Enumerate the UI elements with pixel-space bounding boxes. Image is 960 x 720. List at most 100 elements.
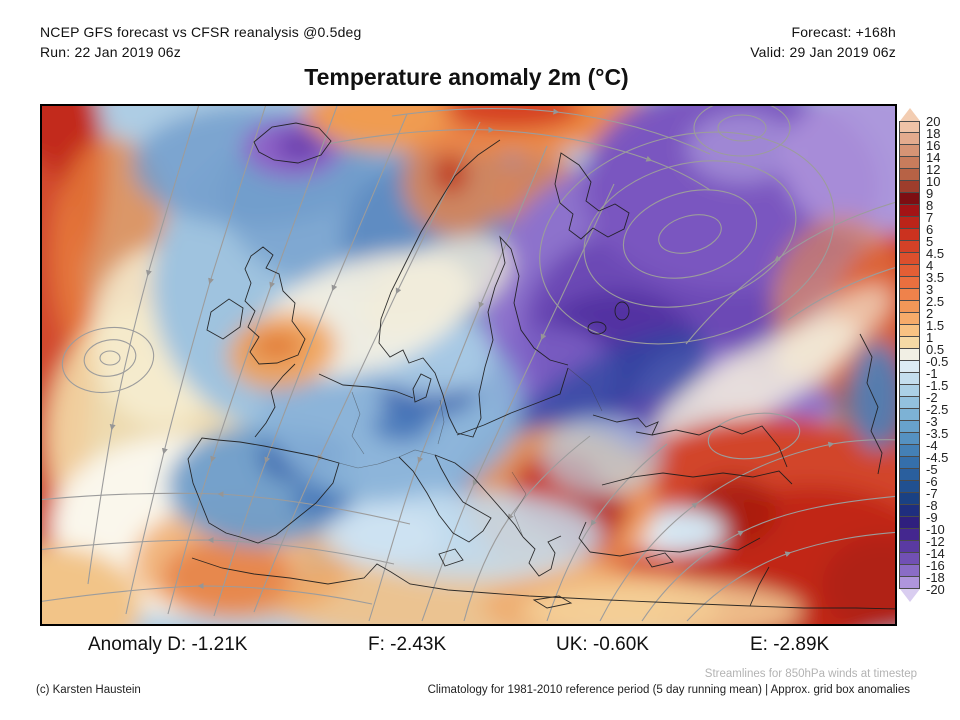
page-title: Temperature anomaly 2m (°C) [304, 64, 629, 90]
colorbar-tick-label: -14 [926, 546, 945, 561]
colorbar-tick-label: 6 [926, 222, 934, 237]
colorbar-box [899, 157, 920, 169]
colorbar-tick-label: -12 [926, 534, 945, 549]
streamline-note: Streamlines for 850hPa winds at timestep [704, 668, 917, 680]
colorbar-box [899, 541, 920, 553]
colorbar-tick-label: 9 [926, 186, 934, 201]
map-canvas [42, 106, 895, 624]
colorbar-box [899, 301, 920, 313]
colorbar-stack [899, 108, 920, 602]
colorbar-box [899, 349, 920, 361]
colorbar-box [899, 457, 920, 469]
anomaly-uk: UK: -0.60K [556, 634, 649, 655]
colorbar-tick-label: -7 [926, 486, 938, 501]
colorbar-tick-label: -1.5 [926, 378, 949, 393]
colorbar-tick-label: -2 [926, 390, 938, 405]
coastlines [187, 122, 895, 610]
colorbar-box [899, 121, 920, 133]
colorbar-tick-label: -9 [926, 510, 938, 525]
colorbar-tick-label: -3 [926, 414, 938, 429]
colorbar-tick-label: -20 [926, 582, 945, 597]
header-left: NCEP GFS forecast vs CFSR reanalysis @0.… [40, 22, 362, 62]
colorbar-box [899, 505, 920, 517]
colorbar-tick-label: -16 [926, 558, 945, 573]
colorbar-box [899, 277, 920, 289]
valid-line: Valid: 29 Jan 2019 06z [750, 44, 896, 60]
colorbar-tick-label: 7 [926, 210, 934, 225]
colorbar-tick-label: 1 [926, 330, 934, 345]
streamlines [42, 106, 895, 622]
colorbar-box [899, 181, 920, 193]
country-borders [338, 367, 603, 538]
colorbar-box [899, 373, 920, 385]
colorbar-tick-label: 0.5 [926, 342, 945, 357]
colorbar-box [899, 229, 920, 241]
colorbar-tick-label: 3 [926, 282, 934, 297]
colorbar-tick-label: -0.5 [926, 354, 949, 369]
colorbar-box [899, 529, 920, 541]
colorbar-box [899, 577, 920, 589]
colorbar-tick-label: 8 [926, 198, 934, 213]
colorbar-box [899, 493, 920, 505]
colorbar-box [899, 565, 920, 577]
colorbar-tick-label: 4 [926, 258, 934, 273]
colorbar-arrow-bottom [899, 589, 920, 602]
colorbar-box [899, 433, 920, 445]
colorbar-tick-label: 16 [926, 138, 941, 153]
forecast-line: Forecast: +168h [791, 24, 896, 40]
colorbar-tick-label: -6 [926, 474, 938, 489]
colorbar-tick-label: -8 [926, 498, 938, 513]
colorbar-box [899, 361, 920, 373]
colorbar-box [899, 289, 920, 301]
header-right: Forecast: +168h Valid: 29 Jan 2019 06z [750, 22, 896, 62]
colorbar-tick-label: -1 [926, 366, 938, 381]
anomaly-map [40, 104, 897, 626]
colorbar-box [899, 313, 920, 325]
colorbar-tick-label: -4.5 [926, 450, 949, 465]
colorbar-box [899, 217, 920, 229]
colorbar-tick-label: -18 [926, 570, 945, 585]
colorbar-box [899, 445, 920, 457]
colorbar-box [899, 553, 920, 565]
credit: (c) Karsten Haustein [36, 684, 141, 696]
model-line: NCEP GFS forecast vs CFSR reanalysis @0.… [40, 24, 362, 40]
colorbar-tick-label: 5 [926, 234, 934, 249]
colorbar-box [899, 469, 920, 481]
colorbar-box [899, 133, 920, 145]
anomaly-france: F: -2.43K [368, 634, 447, 655]
colorbar-box [899, 193, 920, 205]
anomaly-field [42, 106, 895, 624]
colorbar-box [899, 385, 920, 397]
colorbar-tick-label: -4 [926, 438, 938, 453]
anomaly-summary: Anomaly D: -1.21K F: -2.43K UK: -0.60K E… [40, 634, 920, 662]
colorbar-box [899, 325, 920, 337]
colorbar-boxes [899, 121, 920, 589]
colorbar-box [899, 241, 920, 253]
colorbar-tick-label: 18 [926, 126, 941, 141]
colorbar-tick-label: 14 [926, 150, 941, 165]
colorbar-arrow-top [899, 108, 920, 121]
colorbar-box [899, 265, 920, 277]
anomaly-germany: Anomaly D: -1.21K [88, 634, 248, 655]
colorbar-tick-label: 12 [926, 162, 941, 177]
colorbar-tick-label: 10 [926, 174, 941, 189]
colorbar-tick-label: -2.5 [926, 402, 949, 417]
colorbar-box [899, 397, 920, 409]
colorbar-tick-label: 2 [926, 306, 934, 321]
colorbar-tick-label: 1.5 [926, 318, 945, 333]
run-line: Run: 22 Jan 2019 06z [40, 44, 181, 60]
colorbar-box [899, 145, 920, 157]
colorbar-box [899, 421, 920, 433]
colorbar-box [899, 205, 920, 217]
anomaly-europe: E: -2.89K [750, 634, 830, 655]
colorbar-tick-label: -3.5 [926, 426, 949, 441]
climatology-note: Climatology for 1981-2010 reference peri… [427, 684, 910, 696]
colorbar-tick-label: 20 [926, 114, 941, 129]
colorbar-tick-label: -5 [926, 462, 938, 477]
colorbar-box [899, 169, 920, 181]
colorbar-box [899, 253, 920, 265]
colorbar-box [899, 337, 920, 349]
colorbar-tick-label: 3.5 [926, 270, 945, 285]
colorbar-tick-label: 2.5 [926, 294, 945, 309]
colorbar-tick-label: -10 [926, 522, 945, 537]
